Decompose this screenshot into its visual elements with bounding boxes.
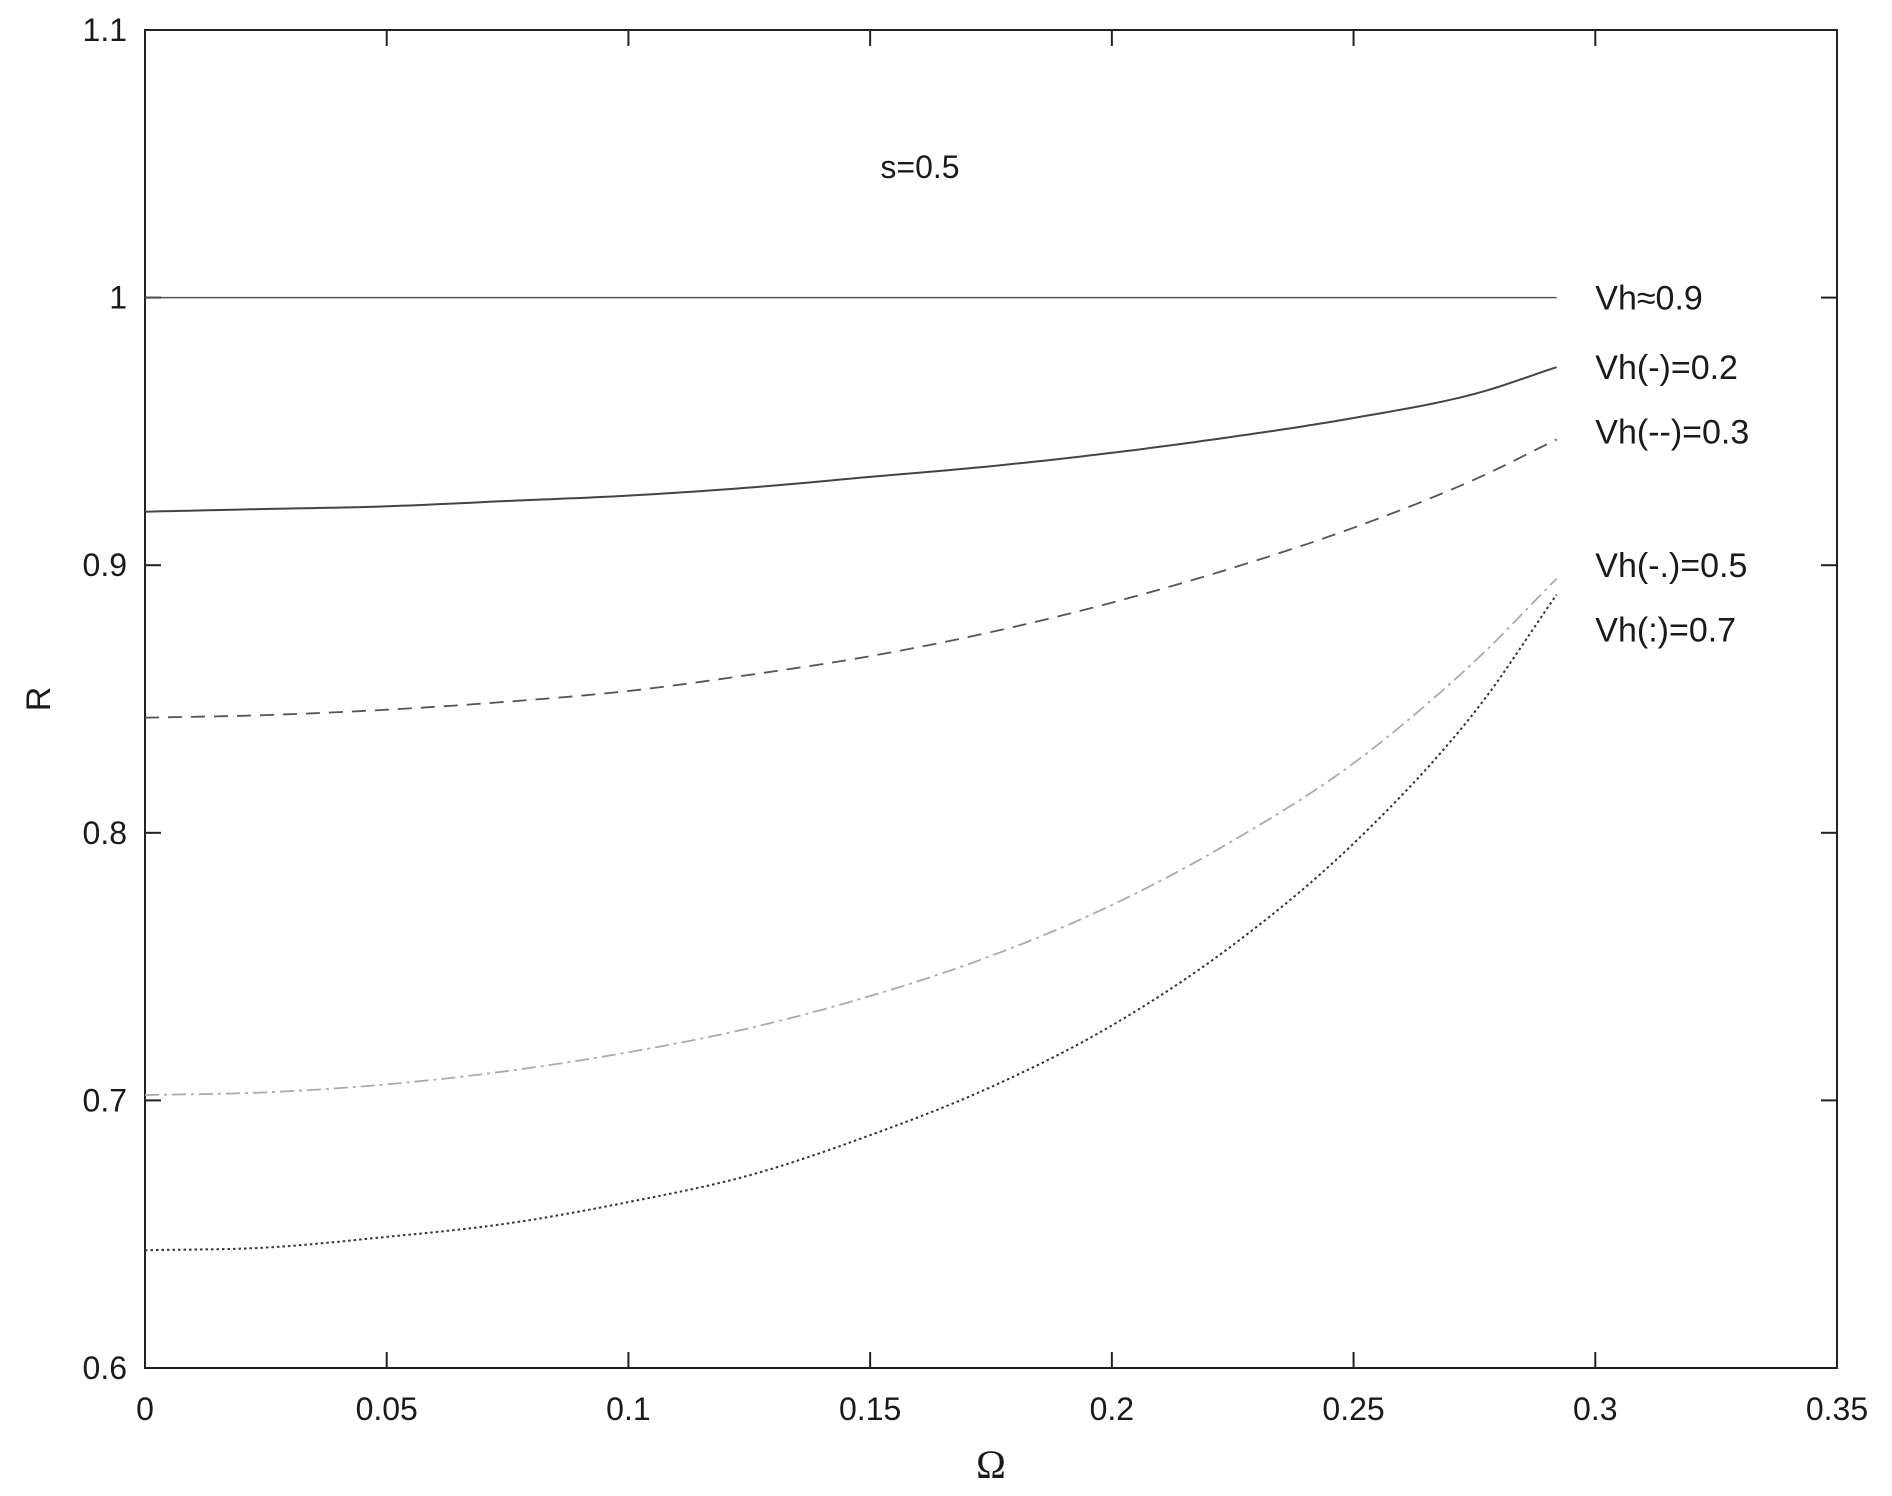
x-tick-label: 0 — [136, 1391, 154, 1427]
x-tick-label: 0.2 — [1090, 1391, 1134, 1427]
series-label: Vh≈0.9 — [1595, 280, 1703, 318]
x-tick-label: 0.25 — [1322, 1391, 1384, 1427]
y-tick-label: 0.9 — [83, 547, 127, 583]
plot-frame — [144, 29, 1838, 1369]
x-tick-label: 0.15 — [839, 1391, 901, 1427]
series-label: Vh(-)=0.2 — [1595, 349, 1738, 387]
series-line — [144, 577, 1558, 1096]
series-label: Vh(--)=0.3 — [1595, 413, 1749, 451]
series-labels: Vh≈0.9 Vh(-)=0.2 Vh(--)=0.3 Vh(-.)=0.5 Vh(:)… — [1595, 280, 1749, 650]
series-lines — [144, 296, 1558, 1252]
y-tick-label: 1.1 — [83, 12, 127, 48]
y-tick-label: 0.8 — [83, 815, 127, 851]
x-tick-label: 0.35 — [1806, 1391, 1868, 1427]
series-line — [144, 366, 1557, 513]
y-axis: 0.6 0.7 0.8 0.9 1 1.1 — [83, 12, 1837, 1386]
y-tick-label: 1 — [109, 280, 127, 316]
x-tick-label: 0.1 — [606, 1391, 650, 1427]
series-label: Vh(-.)=0.5 — [1595, 547, 1747, 585]
annotation-text: s=0.5 — [880, 149, 959, 185]
series-label: Vh(:)=0.7 — [1595, 611, 1736, 649]
series-line — [144, 594, 1558, 1252]
y-tick-label: 0.7 — [83, 1082, 127, 1118]
x-axis-title: Ω — [976, 1442, 1006, 1487]
y-axis-title: R — [20, 687, 58, 712]
x-tick-label: 0.05 — [356, 1391, 418, 1427]
y-tick-label: 0.6 — [83, 1350, 127, 1386]
x-tick-label: 0.3 — [1573, 1391, 1617, 1427]
x-axis: 0 0.05 0.1 0.15 0.2 0.25 0.3 0.35 — [136, 30, 1868, 1427]
series-line — [144, 438, 1558, 719]
